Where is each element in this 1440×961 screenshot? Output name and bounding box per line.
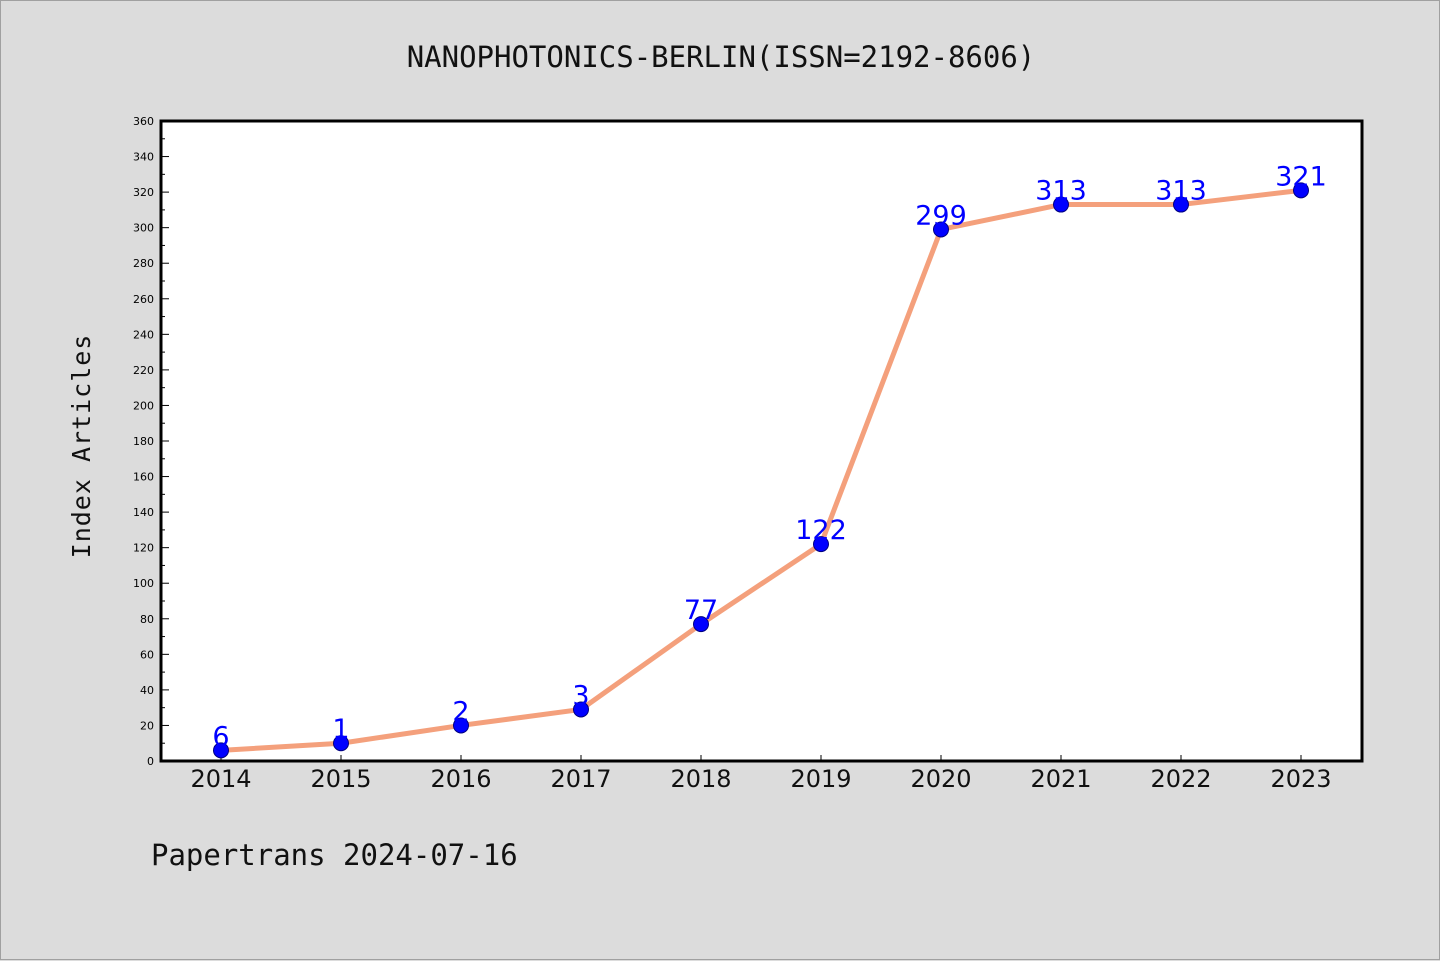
- y-tick-label: 140: [133, 506, 154, 519]
- data-point-label: 299: [915, 200, 967, 231]
- y-axis-label: Index Articles: [67, 334, 96, 559]
- x-tick-label: 2019: [790, 765, 851, 793]
- y-axis-ticks: 0 20 40 60 80 100 120 140 160 180 200 220 240 260 280 3…: [133, 115, 169, 768]
- y-tick-label: 80: [140, 613, 154, 626]
- x-tick-label: 2023: [1270, 765, 1331, 793]
- x-tick-label: 2022: [1150, 765, 1211, 793]
- data-point-label: 6: [212, 721, 229, 752]
- data-point-marker: [1173, 196, 1189, 213]
- y-tick-label: 180: [133, 435, 154, 448]
- y-tick-label: 120: [133, 542, 154, 555]
- data-point-marker: [1293, 182, 1309, 199]
- data-point-marker: [693, 616, 709, 633]
- y-tick-label: 340: [133, 151, 154, 164]
- y-tick-label: 60: [140, 648, 154, 661]
- y-tick-label: 0: [147, 755, 154, 768]
- series-line: [218, 187, 1304, 753]
- data-point-marker: [333, 735, 349, 752]
- x-axis-ticks: 2014 2015 2016 2017 2018 2019 2020 2021 2022 2023: [190, 755, 1332, 793]
- data-point-label: 77: [684, 595, 718, 626]
- y-tick-label: 160: [133, 471, 154, 484]
- data-point-label: 1: [332, 714, 349, 745]
- plot-area: [159, 119, 1364, 763]
- y-tick-label: 360: [133, 115, 154, 128]
- data-point-label: 122: [795, 515, 847, 546]
- data-point-label: 313: [1155, 176, 1207, 207]
- x-tick-label: 2014: [190, 765, 251, 793]
- y-tick-label: 320: [133, 186, 154, 199]
- y-tick-label: 20: [140, 719, 154, 732]
- data-point-marker: [813, 536, 829, 553]
- y-tick-label: 300: [133, 222, 154, 235]
- data-point-marker: [573, 701, 589, 718]
- y-tick-label: 100: [133, 577, 154, 590]
- footer-credit: Papertrans 2024-07-16: [151, 838, 518, 872]
- chart-title: NANOPHOTONICS-BERLIN(ISSN=2192-8606): [407, 40, 1036, 74]
- data-point-marker: [933, 221, 949, 238]
- y-tick-label: 220: [133, 364, 154, 377]
- data-markers: [213, 182, 1309, 759]
- x-tick-label: 2020: [910, 765, 971, 793]
- y-tick-label: 260: [133, 293, 154, 306]
- data-point-label: 2: [452, 696, 469, 727]
- data-point-marker: [1053, 196, 1069, 213]
- series-line-group: [218, 187, 1304, 753]
- data-point-label: 3: [572, 680, 589, 711]
- x-tick-label: 2018: [670, 765, 731, 793]
- data-point-marker: [213, 742, 229, 759]
- x-tick-label: 2017: [550, 765, 611, 793]
- data-point-label: 321: [1275, 161, 1327, 192]
- data-labels: 6 1 2 3 77 122 299 313 313 321: [212, 161, 1326, 752]
- x-tick-label: 2016: [430, 765, 491, 793]
- y-tick-label: 280: [133, 257, 154, 270]
- y-tick-label: 200: [133, 399, 154, 412]
- y-tick-label: 240: [133, 328, 154, 341]
- x-tick-label: 2021: [1030, 765, 1091, 793]
- y-tick-label: 40: [140, 684, 154, 697]
- x-tick-label: 2015: [310, 765, 371, 793]
- data-point-marker: [453, 717, 469, 734]
- data-point-label: 313: [1035, 176, 1087, 207]
